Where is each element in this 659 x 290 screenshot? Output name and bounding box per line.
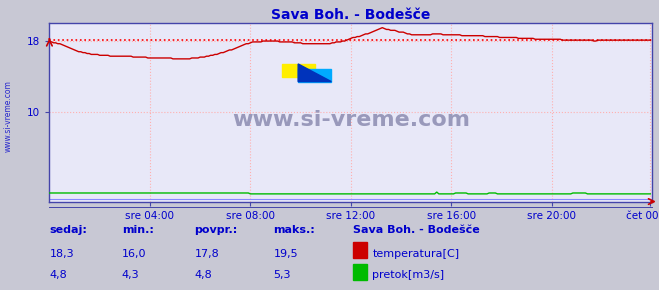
- Bar: [281, 64, 315, 77]
- Text: 4,3: 4,3: [122, 270, 140, 280]
- Text: 5,3: 5,3: [273, 270, 291, 280]
- Text: www.si-vreme.com: www.si-vreme.com: [3, 80, 13, 152]
- Text: temperatura[C]: temperatura[C]: [372, 249, 459, 259]
- Text: povpr.:: povpr.:: [194, 225, 238, 235]
- Text: 19,5: 19,5: [273, 249, 298, 259]
- Text: min.:: min.:: [122, 225, 154, 235]
- Bar: [298, 69, 331, 81]
- Text: 4,8: 4,8: [49, 270, 67, 280]
- Title: Sava Boh. - Bodešče: Sava Boh. - Bodešče: [272, 8, 430, 22]
- Polygon shape: [298, 64, 331, 81]
- Text: 18,3: 18,3: [49, 249, 74, 259]
- Text: 16,0: 16,0: [122, 249, 146, 259]
- Text: 4,8: 4,8: [194, 270, 212, 280]
- Text: pretok[m3/s]: pretok[m3/s]: [372, 270, 444, 280]
- Text: Sava Boh. - Bodešče: Sava Boh. - Bodešče: [353, 225, 479, 235]
- Text: www.si-vreme.com: www.si-vreme.com: [232, 110, 470, 130]
- Text: 17,8: 17,8: [194, 249, 219, 259]
- Text: sedaj:: sedaj:: [49, 225, 87, 235]
- Text: maks.:: maks.:: [273, 225, 315, 235]
